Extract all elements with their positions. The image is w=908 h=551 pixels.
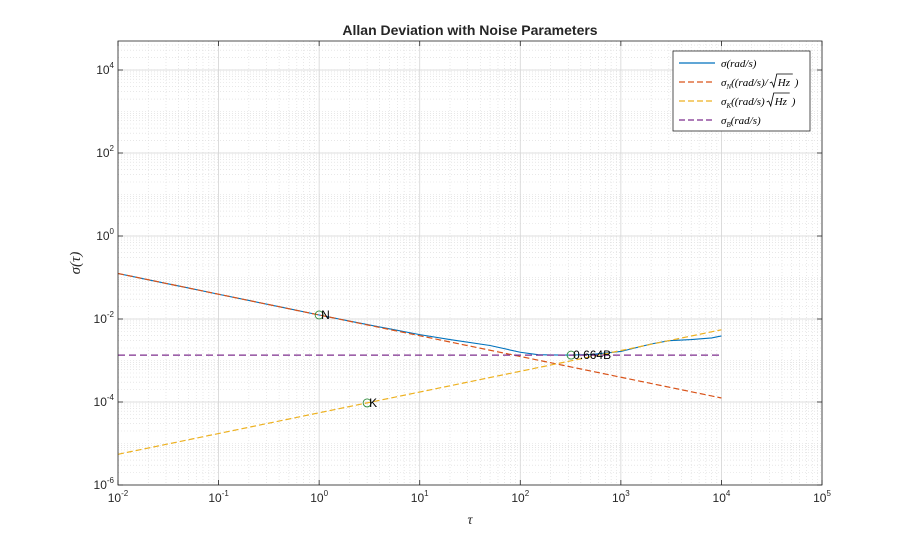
- annotation-label: N: [321, 308, 330, 322]
- x-axis-label: τ: [467, 513, 473, 528]
- y-tick-label: 100: [96, 227, 114, 243]
- y-tick-label: 10-4: [94, 393, 115, 409]
- legend: σ(rad/s) σN((rad/s)/ Hz) σK((rad/s) Hz) σB(ra…: [672, 50, 811, 132]
- legend-close-paren: ): [791, 96, 796, 108]
- legend-entry-label: σ(rad/s): [721, 58, 757, 70]
- x-tick-label: 104: [713, 489, 731, 505]
- x-tick-label: 103: [612, 489, 630, 505]
- x-tick-label: 10-1: [208, 489, 229, 505]
- sqrt-sign: [766, 92, 790, 108]
- legend-box: [672, 50, 811, 132]
- legend-entry-label: σB(rad/s): [721, 115, 761, 129]
- y-tick-label: 102: [96, 144, 114, 160]
- chart-title: Allan Deviation with Noise Parameters: [342, 22, 597, 38]
- x-tick-label: 101: [411, 489, 429, 505]
- x-tick-label: 102: [511, 489, 529, 505]
- sqrt-hz-label: Hz: [777, 77, 791, 89]
- annotation-label: K: [369, 396, 377, 410]
- series-line-2: [117, 272, 722, 399]
- annotation-marker: [566, 350, 576, 360]
- y-tick-label: 10-6: [94, 476, 115, 492]
- annotation-marker: [362, 398, 372, 408]
- legend-entry-label: σK((rad/s): [721, 96, 765, 110]
- annotation-label: 0.664B: [573, 348, 611, 362]
- y-axis-label: σ(τ): [68, 252, 84, 275]
- x-tick-label: 105: [813, 489, 831, 505]
- legend-close-paren: ): [794, 77, 799, 89]
- x-tick-label: 100: [310, 489, 328, 505]
- annotation-marker: [314, 310, 324, 320]
- x-tick-label: 10-2: [108, 489, 129, 505]
- sqrt-sign: [769, 73, 793, 89]
- y-tick-label: 104: [96, 61, 114, 77]
- plot-frame: [117, 40, 823, 486]
- sqrt-hz-label: Hz: [774, 96, 788, 108]
- legend-entry-label: σN((rad/s)/: [721, 77, 769, 91]
- series-line-3: [117, 329, 722, 455]
- y-tick-label: 10-2: [94, 310, 115, 326]
